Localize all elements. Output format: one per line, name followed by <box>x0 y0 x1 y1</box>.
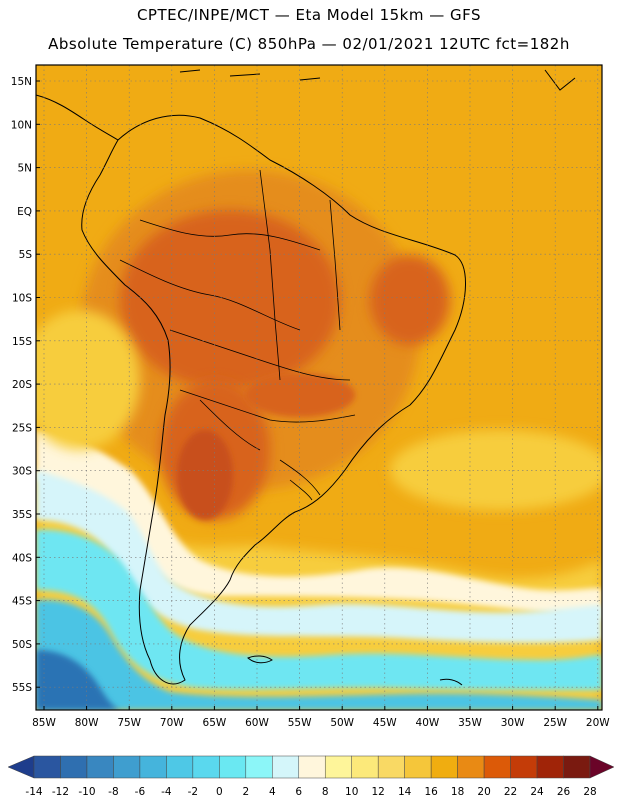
lon-label: 85W <box>32 717 56 729</box>
longitude-labels: 85W 80W 75W 70W 65W 60W 55W 50W 45W 40W 35W 30W 25W 2… <box>32 706 610 729</box>
colorbar-label: -10 <box>78 786 95 798</box>
colorbar-swatch <box>139 755 167 779</box>
lat-label: 5N <box>17 163 32 175</box>
lon-label: 75W <box>117 717 141 729</box>
lat-label: 15N <box>11 76 32 88</box>
colorbar-label: -8 <box>108 786 118 798</box>
colorbar-swatch <box>86 755 114 779</box>
map-subtitle: Absolute Temperature (C) 850hPa — 02/01/… <box>48 35 570 53</box>
colorbar-label: 26 <box>557 786 571 798</box>
lon-label: 45W <box>373 717 397 729</box>
lon-label: 20W <box>586 717 610 729</box>
temperature-field <box>36 65 602 710</box>
map-frame <box>35 64 603 711</box>
south-georgia <box>439 678 463 686</box>
colorbar-swatch <box>60 755 88 779</box>
hot-zone-northeast <box>370 255 450 345</box>
lon-label: 30W <box>501 717 525 729</box>
colorbar-swatch <box>298 755 326 779</box>
map-title: CPTEC/INPE/MCT — Eta Model 15km — GFS <box>136 6 482 24</box>
light-zone-atlantic <box>390 430 602 510</box>
colorbar-label: 24 <box>530 786 544 798</box>
colorbar-label: 12 <box>372 786 385 798</box>
colorbar-label: -2 <box>188 786 198 798</box>
latitude-labels: 15N 10N 5N EQ 5S 10S 15S 20S 25S 30S 35S 40S 45S 50S 5… <box>11 76 40 694</box>
colorbar-swatch <box>430 755 458 779</box>
colorbar-swatch <box>166 755 194 779</box>
lat-label: 40S <box>12 552 32 564</box>
lat-label: 10N <box>11 119 32 131</box>
colorbar-label: 20 <box>477 786 490 798</box>
lon-label: 25W <box>543 717 567 729</box>
lat-label: EQ <box>17 206 32 218</box>
colorbar-label: 14 <box>398 786 412 798</box>
colorbar-swatch <box>192 755 220 779</box>
lat-label: 10S <box>12 293 32 305</box>
country-borders <box>119 169 356 501</box>
lon-label: 40W <box>416 717 440 729</box>
colorbar-label: 16 <box>424 786 438 798</box>
colorbar-swatch <box>404 755 432 779</box>
lat-label: 20S <box>12 379 32 391</box>
colorbar-max-arrow <box>589 755 615 779</box>
colorbar-min-arrow <box>7 755 35 779</box>
lon-label: 35W <box>458 717 482 729</box>
colorbar-swatch <box>113 755 141 779</box>
hot-zone-argentina <box>177 430 233 520</box>
colorbar-swatch <box>563 755 591 779</box>
colorbar-swatch <box>245 755 273 779</box>
colorbar-label: 0 <box>216 786 223 798</box>
colorbar-label: -14 <box>25 786 42 798</box>
lat-label: 15S <box>12 336 32 348</box>
colorbar-label: 4 <box>269 786 276 798</box>
lon-label: 80W <box>75 717 99 729</box>
lat-label: 30S <box>12 466 32 478</box>
lon-label: 50W <box>330 717 354 729</box>
colorbar-swatch <box>457 755 485 779</box>
lat-label: 5S <box>19 249 33 261</box>
colorbar-label: -12 <box>52 786 69 798</box>
lat-label: 25S <box>12 422 32 434</box>
central-america-outline <box>35 94 119 141</box>
lon-label: 70W <box>160 717 184 729</box>
colorbar-swatch <box>219 755 247 779</box>
colorbar-swatch <box>324 755 352 779</box>
colorbar-swatch <box>351 755 379 779</box>
continent-outline <box>81 114 466 685</box>
colorbar <box>7 755 615 779</box>
deep-blue-band <box>36 650 120 710</box>
colorbar-label: -6 <box>135 786 146 798</box>
colorbar-swatch <box>377 755 405 779</box>
lon-label: 55W <box>288 717 312 729</box>
colorbar-swatch <box>510 755 538 779</box>
colorbar-label: 10 <box>345 786 358 798</box>
colorbar-label: 6 <box>295 786 302 798</box>
light-zone-pacific <box>36 310 140 450</box>
lat-label: 55S <box>12 682 32 694</box>
colorbar-label: 28 <box>583 786 596 798</box>
lat-label: 50S <box>12 639 32 651</box>
caribbean-islands <box>179 69 576 91</box>
lon-label: 60W <box>245 717 269 729</box>
colorbar-label: -4 <box>161 786 172 798</box>
lon-label: 65W <box>203 717 227 729</box>
colorbar-label: 8 <box>322 786 329 798</box>
hot-zone-south-brazil <box>245 373 355 417</box>
colorbar-label: 22 <box>504 786 517 798</box>
colorbar-label: 2 <box>242 786 249 798</box>
colorbar-labels: -14 -12 -10 -8 -6 -4 -2 0 2 4 6 8 10 12 14 16 18 20 22 24 26… <box>25 786 596 798</box>
colorbar-label: 18 <box>451 786 464 798</box>
colorbar-swatch <box>536 755 564 779</box>
pale-cyan-band <box>36 470 602 643</box>
cyan-band <box>36 529 602 690</box>
cream-band <box>36 430 602 620</box>
colorbar-swatch <box>33 755 61 779</box>
lat-label: 35S <box>12 509 32 521</box>
colorbar-swatch <box>483 755 511 779</box>
colorbar-swatch <box>272 755 300 779</box>
falkland-islands <box>247 655 273 664</box>
lat-label: 45S <box>12 596 32 608</box>
